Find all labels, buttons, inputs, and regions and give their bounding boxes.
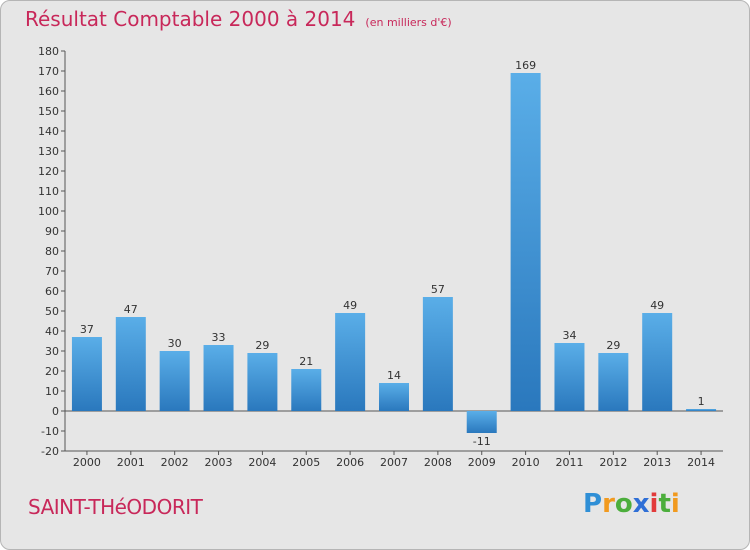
logo-letter: o	[614, 489, 633, 519]
x-tick-label: 2013	[643, 456, 671, 469]
y-tick-label: -20	[41, 445, 59, 458]
chart-subtitle: (en milliers d'€)	[365, 16, 452, 29]
x-tick-label: 2014	[687, 456, 715, 469]
bar-2004	[247, 353, 278, 411]
bar-2013	[642, 313, 673, 411]
x-tick-label: 2001	[117, 456, 145, 469]
bar-2005	[291, 369, 322, 411]
bar-2012	[598, 353, 629, 411]
x-tick-label: 2009	[468, 456, 496, 469]
y-tick-label: 40	[45, 325, 59, 338]
value-label-2008: 57	[431, 283, 445, 296]
bar-2007	[379, 383, 409, 411]
bar-2000	[71, 337, 102, 411]
y-tick-label: 60	[45, 285, 59, 298]
x-tick-label: 2012	[599, 456, 627, 469]
x-tick-label: 2004	[248, 456, 276, 469]
chart-bars	[71, 73, 717, 433]
logo-letter: i	[670, 489, 680, 519]
town-name: SAINT-THéODORIT	[28, 495, 203, 519]
y-tick-label: 140	[38, 125, 59, 138]
value-label-2012: 29	[606, 339, 620, 352]
x-tick-label: 2010	[512, 456, 540, 469]
x-tick-label: 2006	[336, 456, 364, 469]
value-label-2004: 29	[255, 339, 269, 352]
y-tick-label: 0	[52, 405, 59, 418]
x-tick-label: 2008	[424, 456, 452, 469]
y-tick-label: 30	[45, 345, 59, 358]
bar-2003	[203, 345, 234, 411]
logo-letter: P	[583, 489, 603, 519]
logo-letter: i	[649, 489, 659, 519]
bar-2010	[510, 73, 541, 411]
y-tick-label: 120	[38, 165, 59, 178]
value-label-2000: 37	[80, 323, 94, 336]
bar-2011	[554, 343, 585, 411]
logo-letter: x	[632, 489, 650, 519]
bar-2014	[686, 409, 717, 411]
y-tick-label: 180	[38, 45, 59, 58]
x-tick-label: 2005	[292, 456, 320, 469]
y-tick-label: 100	[38, 205, 59, 218]
y-tick-label: 70	[45, 265, 59, 278]
bar-2001	[115, 317, 146, 411]
x-tick-label: 2002	[161, 456, 189, 469]
value-label-2001: 47	[124, 303, 138, 316]
value-label-2005: 21	[299, 355, 313, 368]
x-tick-label: 2003	[205, 456, 233, 469]
chart-labels: 37 47 30 33 29 21 49 14 57 -11 169 34 29 49 1	[80, 59, 705, 448]
y-tick-label: 10	[45, 385, 59, 398]
value-label-2014: 1	[698, 395, 705, 408]
value-label-2009: -11	[473, 435, 491, 448]
y-tick-label: 130	[38, 145, 59, 158]
chart-title: Résultat Comptable 2000 à 2014 (en millie…	[25, 7, 452, 31]
x-tick-label: 2000	[73, 456, 101, 469]
y-tick-label: 50	[45, 305, 59, 318]
bar-2008	[422, 297, 453, 411]
chart-title-text: Résultat Comptable 2000 à 2014	[25, 7, 356, 31]
y-tick-label: 90	[45, 225, 59, 238]
y-tick-label: 150	[38, 105, 59, 118]
y-tick-label: 110	[38, 185, 59, 198]
bar-2006	[335, 313, 366, 411]
y-tick-label: -10	[41, 425, 59, 438]
value-label-2007: 14	[387, 369, 401, 382]
logo-letter: r	[602, 489, 615, 519]
value-label-2002: 30	[168, 337, 182, 350]
logo-letter: t	[658, 489, 671, 519]
bar-2002	[159, 351, 190, 411]
y-tick-label: 170	[38, 65, 59, 78]
value-label-2010: 169	[515, 59, 536, 72]
chart-axes: -20-100102030405060708090100110120130140…	[38, 45, 723, 469]
y-tick-label: 20	[45, 365, 59, 378]
value-label-2006: 49	[343, 299, 357, 312]
x-tick-label: 2011	[555, 456, 583, 469]
value-label-2013: 49	[650, 299, 664, 312]
value-label-2011: 34	[562, 329, 576, 342]
value-label-2003: 33	[212, 331, 226, 344]
y-tick-label: 160	[38, 85, 59, 98]
x-tick-label: 2007	[380, 456, 408, 469]
proxiti-logo: Proxiti	[583, 489, 680, 519]
y-tick-label: 80	[45, 245, 59, 258]
bar-2009	[466, 411, 497, 433]
